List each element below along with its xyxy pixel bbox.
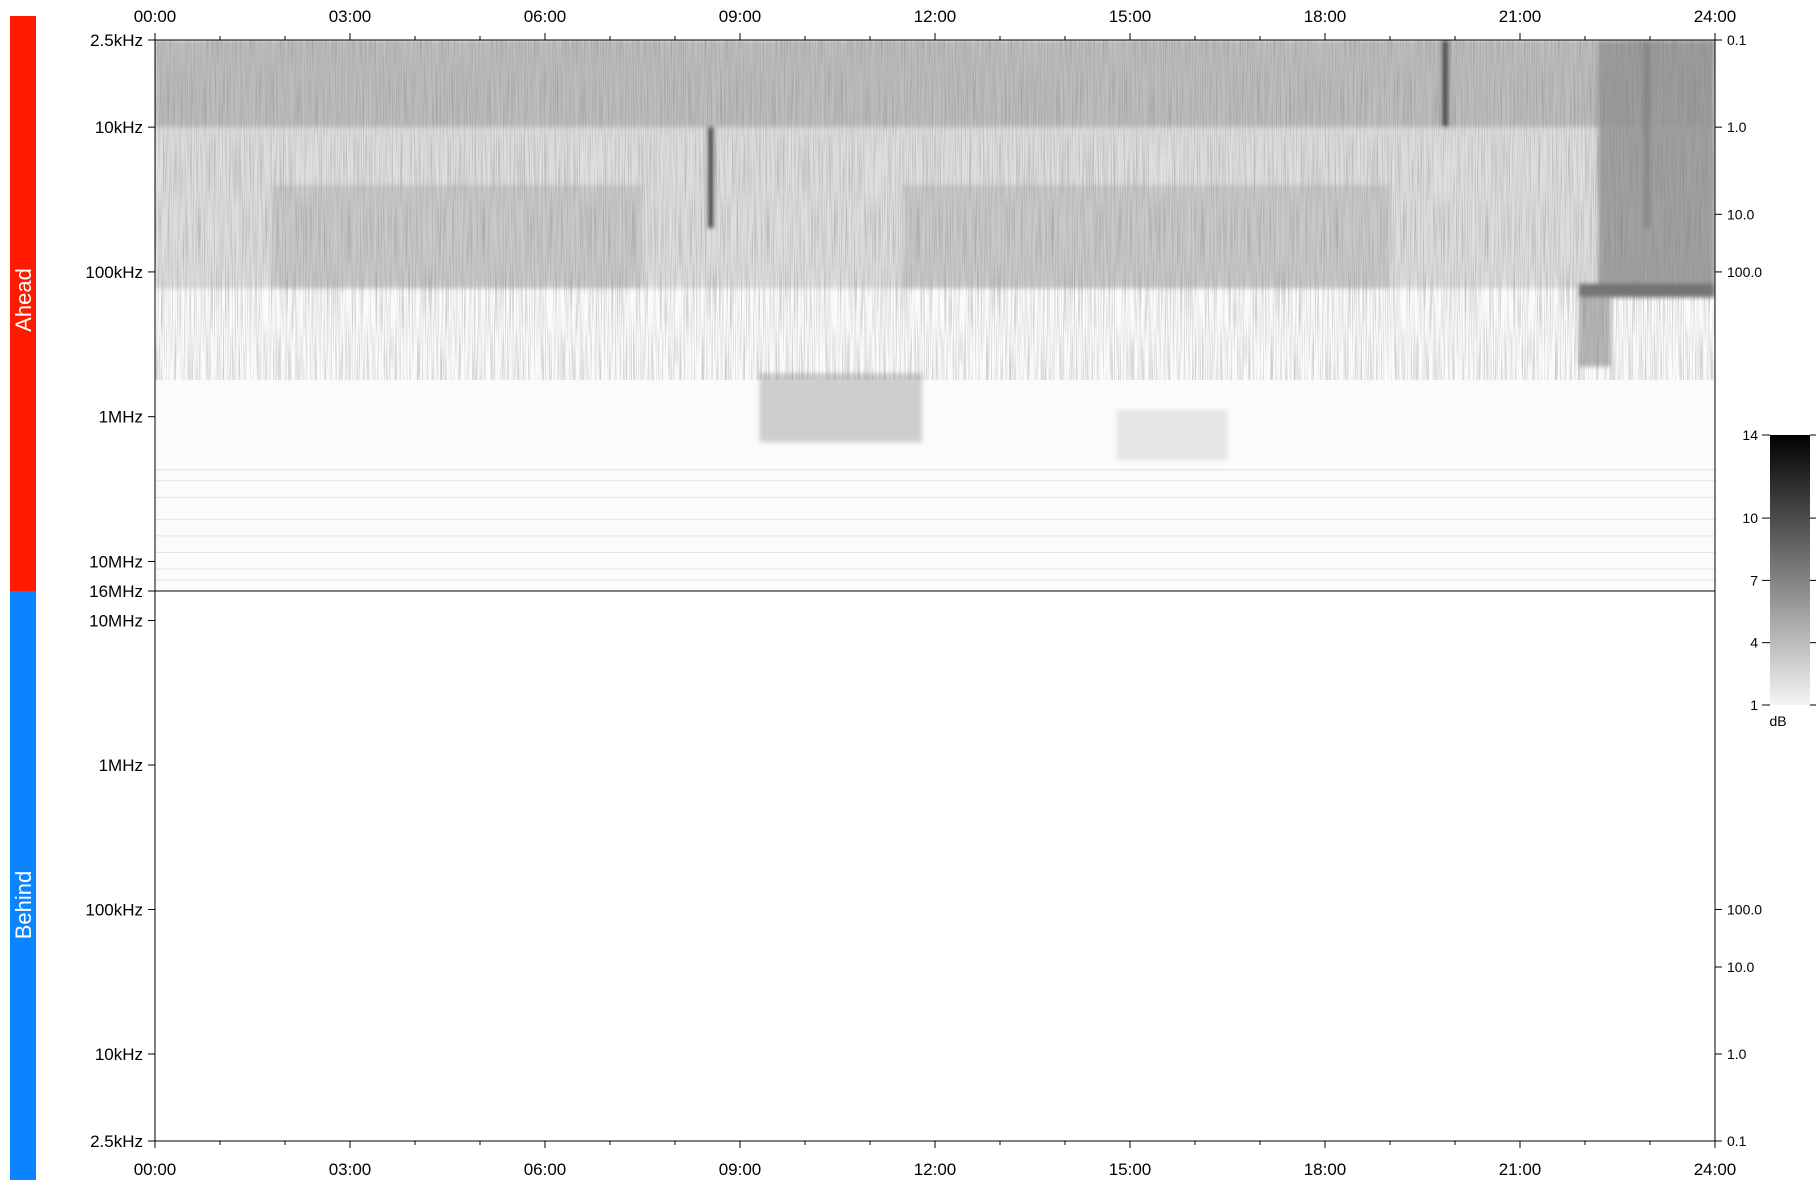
right-label-0-2: 10.0 xyxy=(1727,206,1754,222)
time-label-bottom-5: 15:00 xyxy=(1109,1160,1152,1179)
colorbar-tick-label-4: 1 xyxy=(1750,697,1758,713)
time-label-top-3: 09:00 xyxy=(719,7,762,26)
time-label-bottom-2: 06:00 xyxy=(524,1160,567,1179)
time-label-bottom-7: 21:00 xyxy=(1499,1160,1542,1179)
colorbar: 14 10 7 4 1 dB xyxy=(1742,427,1816,729)
right-label-0-1: 1.0 xyxy=(1727,119,1747,135)
freq-label-1-1: 1MHz xyxy=(99,756,143,775)
freq-label-0-0: 2.5kHz xyxy=(90,31,143,50)
time-label-bottom-3: 09:00 xyxy=(719,1160,762,1179)
right-label-1-1: 10.0 xyxy=(1727,959,1754,975)
time-label-top-2: 06:00 xyxy=(524,7,567,26)
time-label-bottom-1: 03:00 xyxy=(329,1160,372,1179)
time-label-top-4: 12:00 xyxy=(914,7,957,26)
panel-band-behind: Behind xyxy=(10,591,36,1180)
time-label-top-5: 15:00 xyxy=(1109,7,1152,26)
time-label-top-6: 18:00 xyxy=(1304,7,1347,26)
time-label-top-7: 21:00 xyxy=(1499,7,1542,26)
colorbar-tick-label-1: 10 xyxy=(1742,510,1758,526)
feature-11 xyxy=(1117,410,1228,461)
time-label-bottom-8: 24:00 xyxy=(1694,1160,1737,1179)
spectrogram-ahead-noise xyxy=(155,40,1715,380)
freq-label-1-3: 10kHz xyxy=(95,1045,143,1064)
right-label-0-3: 100.0 xyxy=(1727,264,1762,280)
panel-label-ahead: Ahead xyxy=(11,268,36,332)
panel-label-behind: Behind xyxy=(11,871,36,940)
time-label-top-0: 00:00 xyxy=(134,7,177,26)
time-label-bottom-0: 00:00 xyxy=(134,1160,177,1179)
freq-label-0-1: 10kHz xyxy=(95,118,143,137)
right-label-0-0: 0.1 xyxy=(1727,32,1747,48)
colorbar-tick-label-0: 14 xyxy=(1742,427,1758,443)
freq-label-0-3: 1MHz xyxy=(99,408,143,427)
freq-label-0-2: 100kHz xyxy=(85,263,143,282)
time-label-bottom-4: 12:00 xyxy=(914,1160,957,1179)
colorbar-tick-label-2: 7 xyxy=(1750,572,1758,588)
feature-10 xyxy=(759,373,922,443)
spectrogram-behind xyxy=(155,591,1715,1141)
colorbar-label: dB xyxy=(1769,713,1786,729)
right-label-1-3: 0.1 xyxy=(1727,1133,1747,1149)
time-label-bottom-6: 18:00 xyxy=(1304,1160,1347,1179)
freq-label-0-4: 10MHz xyxy=(89,552,143,571)
colorbar-tick-label-3: 4 xyxy=(1750,635,1758,651)
panel-band-ahead: Ahead xyxy=(10,16,36,591)
freq-label-1-0: 10MHz xyxy=(89,611,143,630)
right-label-1-0: 100.0 xyxy=(1727,901,1762,917)
spectrogram-ahead xyxy=(155,40,1715,591)
freq-label-0-5: 16MHz xyxy=(89,582,143,601)
time-label-top-1: 03:00 xyxy=(329,7,372,26)
colorbar-gradient xyxy=(1770,435,1810,705)
right-label-1-2: 1.0 xyxy=(1727,1046,1747,1062)
freq-label-1-2: 100kHz xyxy=(85,900,143,919)
time-label-top-8: 24:00 xyxy=(1694,7,1737,26)
freq-label-1-4: 2.5kHz xyxy=(90,1132,143,1151)
